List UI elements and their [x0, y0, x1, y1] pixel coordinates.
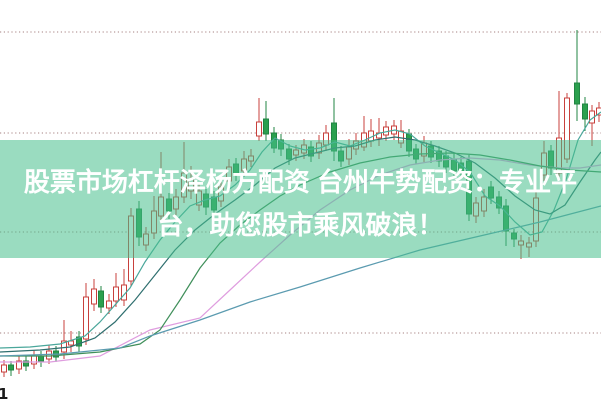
candle-up	[61, 340, 67, 353]
promo-banner-overlay: 股票市场杠杆泽杨方配资 台州牛势配资：专业平 台，助您股市乘风破浪！	[0, 140, 601, 258]
candle-down	[582, 103, 588, 120]
promo-banner-title-line1: 股票市场杠杆泽杨方配资 台州牛势配资：专业平	[23, 167, 578, 197]
candle-up	[91, 288, 97, 305]
axis-label-fragment: 1	[0, 385, 9, 401]
candle-up	[113, 286, 119, 302]
candle-down	[38, 355, 44, 362]
candle-down	[23, 360, 29, 367]
promo-banner-title-line2: 台，助您股市乘风破浪！	[157, 210, 444, 240]
candle-up	[596, 107, 601, 116]
candle-up	[16, 360, 22, 370]
candle-up	[106, 300, 112, 309]
candle-down	[263, 118, 269, 135]
candle-up	[83, 296, 89, 340]
candle-down	[8, 364, 14, 371]
candle-up	[1, 364, 7, 373]
candle-down	[98, 290, 104, 308]
candle-down	[574, 82, 580, 105]
candle-up	[31, 355, 37, 365]
candle-down	[76, 336, 82, 347]
candle-up	[256, 121, 262, 137]
